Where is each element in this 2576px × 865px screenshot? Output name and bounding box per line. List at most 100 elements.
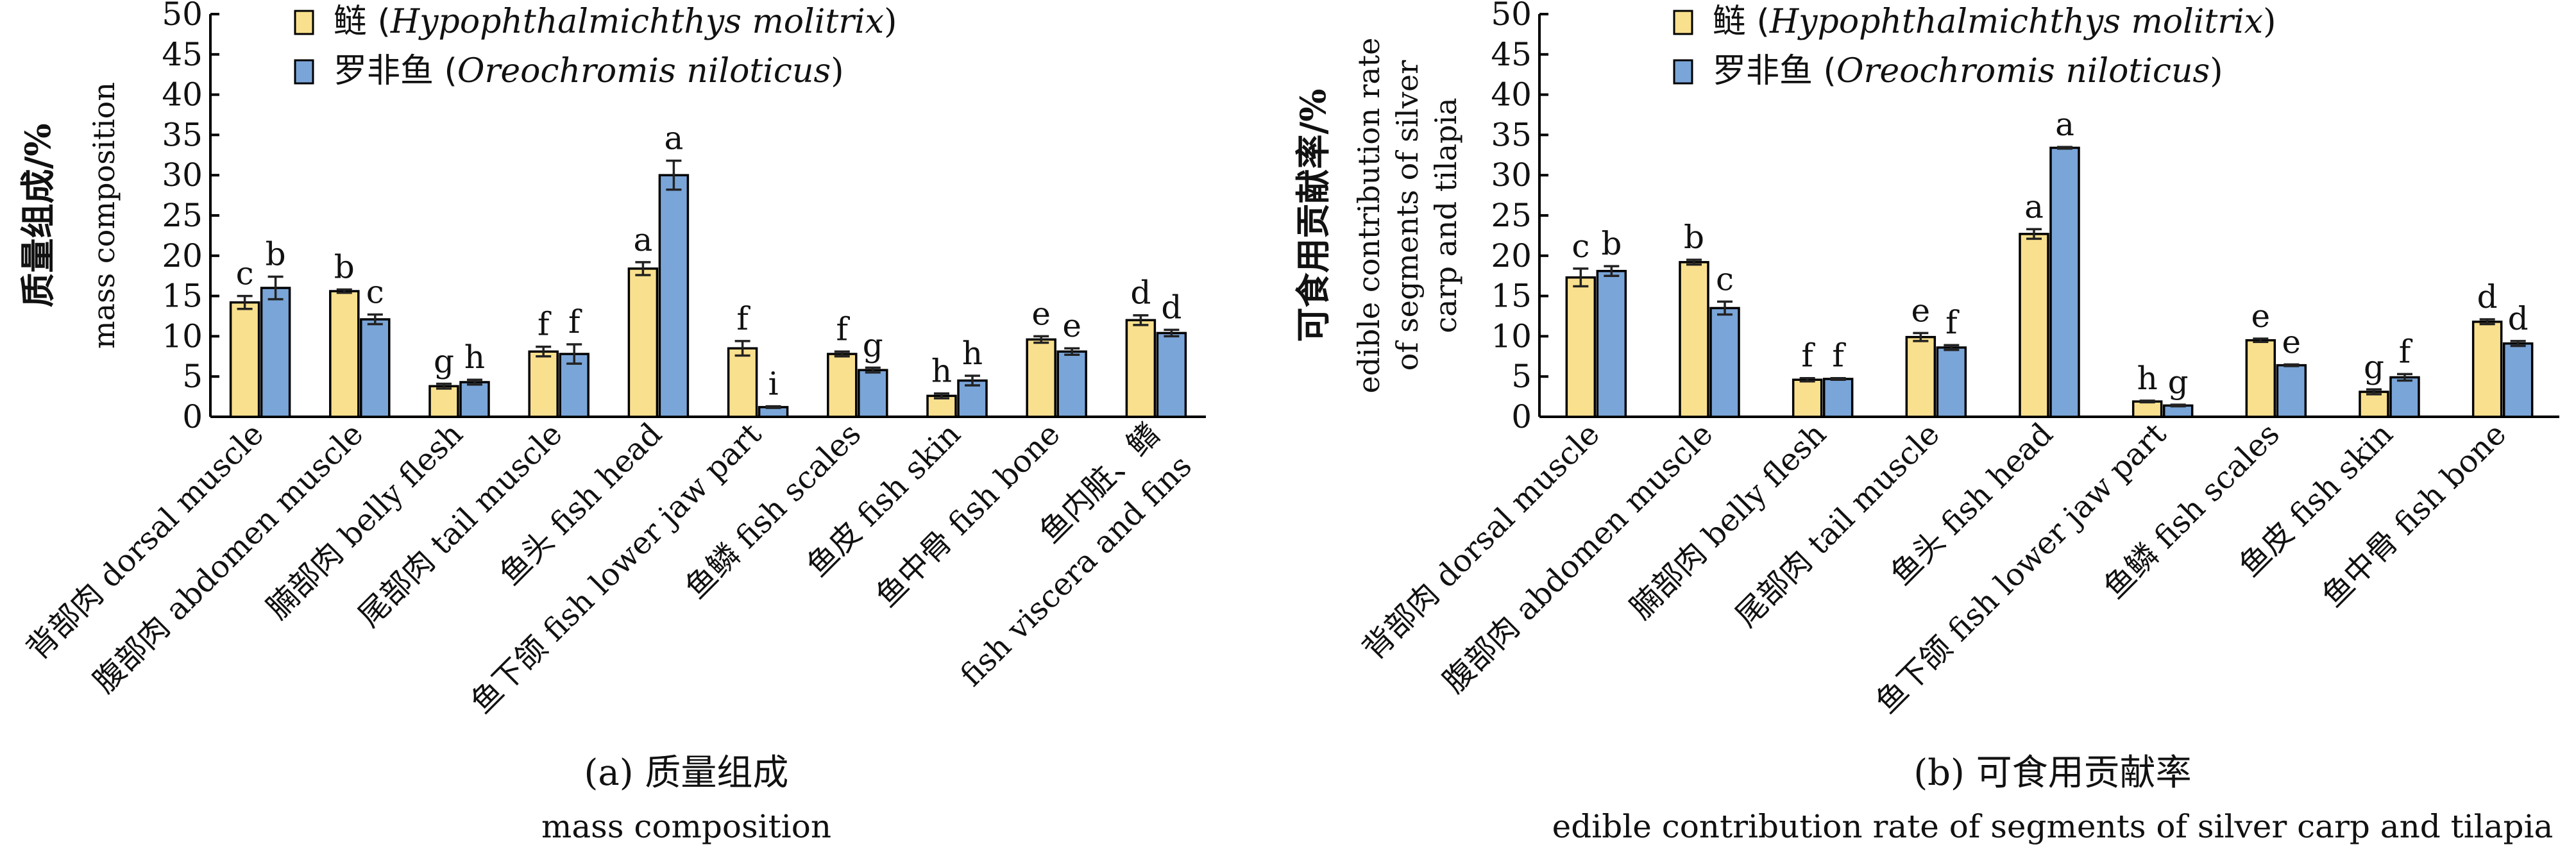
legend-swatch-tilapia xyxy=(294,59,314,85)
bar-silver-carp xyxy=(1792,378,1823,418)
y-tick-label: 45 xyxy=(162,36,203,73)
significance-letter: i xyxy=(768,365,779,403)
bar-tilapia xyxy=(858,369,888,418)
y-tick-label: 50 xyxy=(1491,0,1532,33)
legend-swatch-silver-carp xyxy=(294,10,314,35)
panel-caption: (a) 质量组成 xyxy=(584,752,789,794)
bar-silver-carp xyxy=(2019,233,2049,418)
bar-silver-carp xyxy=(1565,276,1597,418)
y-tick-label: 15 xyxy=(1491,278,1532,315)
y-tick-label: 25 xyxy=(162,197,203,234)
significance-letter: b xyxy=(1684,219,1704,256)
bar-tilapia xyxy=(1936,346,1967,418)
bar-silver-carp xyxy=(1905,335,1936,418)
y-tick-label: 35 xyxy=(1491,116,1532,153)
significance-letter: g xyxy=(434,343,454,380)
y-axis-title-en-line: carp and tilapia xyxy=(1428,97,1463,333)
y-tick-label: 10 xyxy=(1491,317,1532,355)
category-label: 尾部肉 tail muscle xyxy=(1729,416,1947,634)
significance-letter: c xyxy=(1572,228,1589,265)
significance-letter: f xyxy=(1945,304,1960,341)
bar-silver-carp xyxy=(727,347,758,418)
significance-letter: c xyxy=(1716,260,1734,298)
legend-label-silver-carp: 鲢 (Hypophthalmichthys molitrix) xyxy=(1713,3,2276,41)
significance-letter: c xyxy=(236,255,254,292)
bar-tilapia xyxy=(658,174,690,418)
bar-silver-carp xyxy=(2131,400,2163,418)
significance-letter: h xyxy=(2137,360,2158,397)
bar-silver-carp xyxy=(2245,339,2276,418)
y-axis-title-en-line: of segments of silver xyxy=(1390,60,1425,371)
significance-letter: a xyxy=(664,120,683,157)
bar-silver-carp xyxy=(1026,338,1056,418)
panel-subcaption: edible contribution rate of segments of … xyxy=(1552,808,2554,845)
y-tick-label: 50 xyxy=(162,0,203,33)
y-axis-title-cn: 可食用贡献率/% xyxy=(1292,88,1334,342)
panel-caption: (b) 可食用贡献率 xyxy=(1913,752,2191,794)
bar-silver-carp xyxy=(428,385,459,418)
y-axis-title-cn: 质量组成/% xyxy=(17,123,58,307)
significance-letter: e xyxy=(2282,323,2301,360)
significance-letter: h xyxy=(464,339,485,376)
bar-tilapia xyxy=(957,379,988,418)
y-tick-label: 40 xyxy=(1491,76,1532,113)
significance-letter: a xyxy=(2024,188,2044,225)
bar-silver-carp xyxy=(1679,261,1709,418)
bar-silver-carp xyxy=(2359,391,2389,418)
y-tick-label: 0 xyxy=(1511,398,1532,435)
y-axis-title-en-line: edible contribution rate xyxy=(1352,38,1386,394)
legend-swatch-silver-carp xyxy=(1673,10,1693,35)
significance-letter: f xyxy=(836,310,851,348)
y-tick-label: 30 xyxy=(1491,156,1532,194)
significance-letter: f xyxy=(568,303,582,340)
significance-letter: a xyxy=(633,221,652,258)
y-tick-label: 25 xyxy=(1491,197,1532,234)
category-label: 腩部肉 belly flesh xyxy=(1623,416,1833,626)
bar-tilapia xyxy=(2502,342,2534,418)
y-tick-label: 20 xyxy=(1491,237,1532,274)
bar-silver-carp xyxy=(1125,319,1157,418)
significance-letter: d xyxy=(2477,278,2498,315)
bar-tilapia xyxy=(2389,376,2420,418)
significance-letter: c xyxy=(366,273,384,310)
significance-letter: g xyxy=(2168,364,2189,401)
bar-tilapia xyxy=(360,318,391,418)
significance-letter: a xyxy=(2055,106,2074,143)
significance-letter: b xyxy=(1601,225,1622,262)
bar-tilapia xyxy=(2276,364,2307,418)
y-axis-title-en: mass composition xyxy=(87,82,121,349)
y-tick-label: 5 xyxy=(1511,358,1532,395)
bar-silver-carp xyxy=(229,301,260,418)
y-tick-label: 45 xyxy=(1491,36,1532,73)
significance-letter: f xyxy=(2399,333,2413,370)
significance-letter: e xyxy=(2251,298,2271,335)
y-tick-label: 5 xyxy=(182,358,203,395)
category-label: 鱼鳞 fish scales xyxy=(678,416,868,606)
y-tick-label: 15 xyxy=(162,278,203,315)
significance-letter: b xyxy=(334,249,355,286)
bar-tilapia xyxy=(2049,146,2080,418)
bar-silver-carp xyxy=(627,267,659,418)
bar-tilapia xyxy=(260,287,291,418)
significance-letter: h xyxy=(931,353,952,390)
significance-letter: d xyxy=(1130,274,1151,312)
bar-tilapia xyxy=(1596,269,1627,418)
bar-silver-carp xyxy=(2471,321,2503,418)
significance-letter: f xyxy=(736,300,750,337)
bar-silver-carp xyxy=(528,350,559,418)
significance-letter: d xyxy=(2508,300,2529,337)
legend-label-tilapia: 罗非鱼 (Oreochromis niloticus) xyxy=(334,52,844,90)
significance-letter: f xyxy=(1832,337,1846,374)
significance-letter: d xyxy=(1161,289,1182,326)
legend-label-silver-carp: 鲢 (Hypophthalmichthys molitrix) xyxy=(334,3,897,41)
significance-letter: f xyxy=(1801,337,1815,374)
bar-tilapia xyxy=(459,381,490,418)
significance-letter: h xyxy=(962,335,983,372)
bar-silver-carp xyxy=(329,290,360,418)
y-tick-label: 30 xyxy=(162,156,203,194)
significance-letter: b xyxy=(266,235,286,273)
y-tick-label: 35 xyxy=(162,116,203,153)
